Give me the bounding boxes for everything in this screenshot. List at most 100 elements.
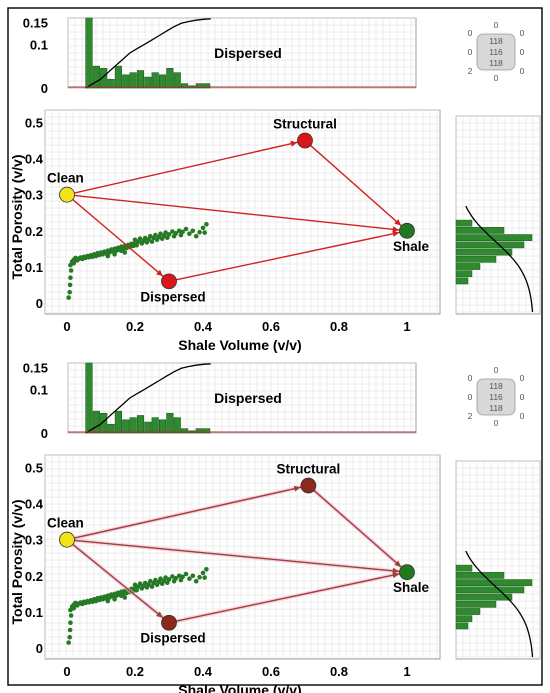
histogram-y-tick-label: 0.15 (23, 360, 48, 375)
data-point (137, 236, 143, 241)
data-point (67, 634, 72, 640)
histogram-bar (158, 419, 167, 434)
data-point (148, 233, 153, 239)
data-point (122, 595, 128, 600)
data-point (193, 578, 199, 584)
data-point (66, 295, 71, 300)
data-point (197, 574, 202, 580)
histogram-bar (203, 83, 211, 89)
data-point (134, 242, 139, 248)
histogram-cdf-line (85, 18, 211, 89)
data-point (68, 613, 74, 618)
model-line-arrowhead (290, 140, 298, 147)
data-point (187, 231, 192, 236)
quadrant-count-bottom: 0 (494, 418, 499, 428)
side-histogram-bar (455, 600, 497, 608)
quadrant-count-right-top: 0 (520, 373, 525, 383)
y-tick-label: 0.4 (25, 152, 44, 167)
quadrant-count-left-mid: 0 (468, 47, 473, 57)
data-point (190, 573, 196, 579)
data-point (158, 231, 163, 236)
quadrant-count-left-top: 0 (468, 373, 473, 383)
model-line-arrowhead (392, 230, 400, 237)
model-node-dispersed (161, 614, 177, 631)
data-point (137, 581, 143, 586)
model-node-label: Dispersed (140, 289, 205, 304)
data-point (204, 567, 209, 572)
x-tick-label: 1 (403, 319, 410, 334)
model-line (168, 571, 408, 624)
histogram-bar (173, 417, 181, 434)
data-point (183, 226, 189, 232)
model-node-label: Structural (277, 462, 341, 477)
data-point (158, 576, 163, 581)
model-node-dispersed (161, 273, 177, 290)
side-histogram-bar (455, 615, 473, 623)
data-point (187, 576, 192, 581)
y-tick-label: 0.1 (25, 260, 43, 275)
data-point (153, 577, 158, 583)
histogram-bar (173, 72, 181, 89)
histogram-bar (114, 65, 122, 89)
histogram-bar (166, 413, 174, 434)
histogram-bar (158, 74, 167, 89)
histogram-bar (195, 83, 203, 89)
data-point (67, 289, 72, 295)
histogram-bar (100, 413, 108, 434)
side-histogram-bar (455, 622, 469, 630)
data-point (67, 282, 73, 288)
x-tick-label: 0 (63, 319, 70, 334)
side-histogram-bar (455, 227, 505, 234)
data-point (68, 262, 73, 268)
quadrant-count-center-top: 118 (489, 381, 503, 391)
histogram-bar (122, 74, 130, 89)
data-point (68, 620, 73, 625)
side-histogram-bar (455, 277, 469, 285)
histogram-bar (151, 72, 159, 89)
quadrant-count-left-top: 0 (468, 28, 473, 38)
model-line (307, 485, 408, 573)
crossplot: 0 0.2 0.4 0.6 0.8 1 0 0.1 0.2 0.3 0.4 0.5 Shale Volu… (9, 109, 441, 353)
model-line-arrowhead (156, 269, 163, 277)
x-tick-label: 1 (403, 664, 410, 679)
histogram-bar (122, 419, 130, 434)
data-point (132, 582, 138, 588)
model-node-label: Clean (47, 516, 84, 531)
data-point (166, 577, 172, 582)
quadrant-count-bottom: 0 (494, 73, 499, 83)
data-point (200, 225, 206, 231)
data-point (153, 232, 158, 238)
data-point (119, 593, 124, 598)
histogram-bar (151, 417, 159, 434)
y-tick-label: 0.1 (25, 605, 43, 620)
histogram-y-tick-label: 0.1 (30, 382, 48, 397)
model-line (66, 539, 170, 624)
y-tick-label: 0 (36, 641, 43, 656)
histogram-bar (107, 423, 115, 434)
data-point (197, 229, 202, 235)
data-point (204, 222, 209, 227)
data-point (134, 587, 139, 593)
x-tick-label: 0.4 (194, 664, 213, 679)
side-histogram-bar (455, 593, 513, 601)
histogram-bar (100, 68, 108, 89)
model-line-arrowhead (392, 567, 400, 574)
x-tick-label: 0.8 (330, 664, 348, 679)
model-node-shale (399, 564, 415, 581)
model-line (304, 140, 408, 232)
data-point (193, 233, 199, 239)
model-node-clean (59, 186, 75, 203)
model-line (168, 230, 408, 283)
side-histogram-bar (455, 263, 481, 270)
side-histogram-bar (455, 608, 481, 615)
panel-top: 0 0.1 0.15 Dispersed 0 0.2 0.4 0.6 0.8 1 0 0.1 0.2 0.… (9, 15, 541, 353)
histogram-bar (166, 68, 174, 89)
data-point (71, 261, 77, 266)
y-tick-label: 0.3 (25, 533, 43, 548)
histogram-bar (195, 428, 203, 434)
histogram-bar (136, 70, 145, 89)
panel-bottom: 0 0.1 0.15 Dispersed 0 0.2 0.4 0.6 0.8 1 0 0.1 0.2 0.… (9, 360, 541, 693)
data-point (202, 575, 207, 580)
data-point (173, 231, 179, 236)
